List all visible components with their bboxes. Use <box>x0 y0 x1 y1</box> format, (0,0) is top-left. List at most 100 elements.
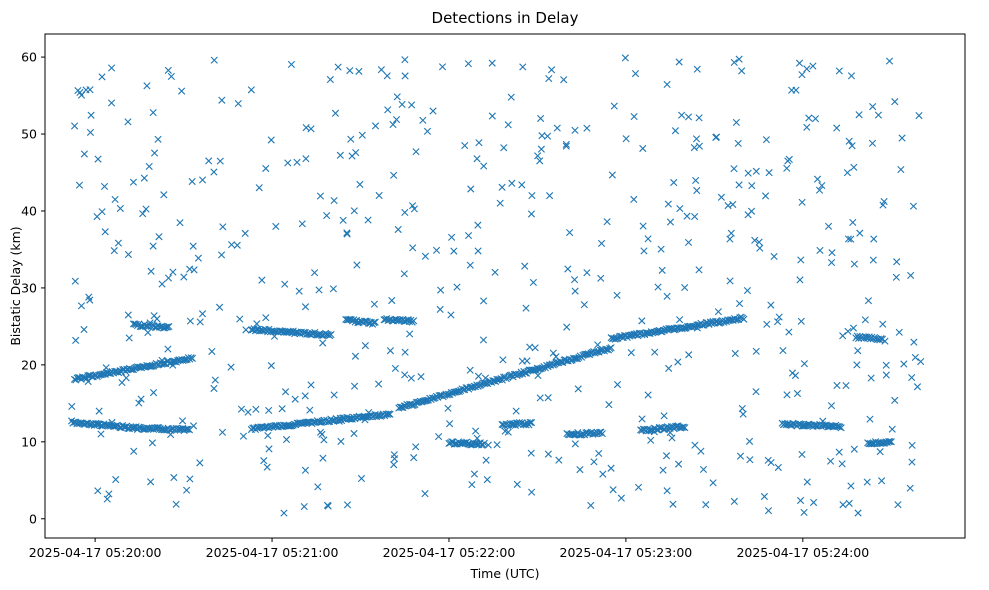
detection-point <box>888 425 896 433</box>
detection-point <box>528 191 536 200</box>
detection-point <box>331 109 340 117</box>
detection-point <box>671 127 680 135</box>
detection-point <box>186 265 194 273</box>
detection-point <box>227 241 236 249</box>
detection-point <box>908 374 916 382</box>
detection-point <box>293 158 301 166</box>
detection-point <box>264 431 272 440</box>
detection-point <box>438 63 447 71</box>
detection-point <box>798 71 806 79</box>
detection-point <box>676 204 684 213</box>
detection-point <box>513 480 521 488</box>
detection-point <box>233 241 241 249</box>
detection-point <box>370 318 378 327</box>
detection-point <box>122 374 130 382</box>
detection-point <box>137 395 145 403</box>
detection-point <box>178 417 187 425</box>
y-axis-label: Bistatic Delay (km) <box>8 226 23 345</box>
detection-point <box>570 276 579 284</box>
detection-point <box>738 404 746 413</box>
detection-point <box>234 99 242 108</box>
detection-point <box>150 149 159 157</box>
detection-point <box>99 370 107 378</box>
detection-point <box>915 112 923 120</box>
detection-point <box>638 415 646 423</box>
detection-point <box>394 225 402 234</box>
detection-point <box>112 475 120 484</box>
detection-point <box>499 356 507 364</box>
detection-point <box>375 191 383 200</box>
detection-point <box>683 212 691 220</box>
detection-point <box>343 229 351 237</box>
detection-point <box>599 470 607 478</box>
detection-point <box>357 474 366 483</box>
detection-point <box>129 423 138 431</box>
detection-point <box>800 508 808 517</box>
detection-point <box>660 412 668 420</box>
detection-point <box>574 385 582 393</box>
detection-point <box>147 478 155 486</box>
detection-point <box>538 132 546 140</box>
detection-point <box>853 361 861 369</box>
detection-point <box>734 139 742 148</box>
detection-point <box>730 165 738 173</box>
detection-point <box>798 198 806 206</box>
detection-point <box>392 115 401 124</box>
detection-point <box>910 338 918 346</box>
detection-point <box>466 261 474 269</box>
detection-point <box>143 82 151 90</box>
detection-point <box>481 379 489 388</box>
detection-point <box>385 410 393 418</box>
detection-point <box>84 372 92 380</box>
detection-point <box>227 363 235 371</box>
detection-point <box>738 67 746 75</box>
detection-point <box>292 328 300 336</box>
x-tick-label: 2025-04-17 05:21:00 <box>206 545 339 560</box>
detection-point <box>421 490 429 498</box>
detection-point <box>863 478 871 486</box>
detection-point <box>74 86 82 95</box>
detection-point <box>794 420 802 428</box>
detection-point <box>474 247 482 255</box>
x-tick-label: 2025-04-17 05:24:00 <box>736 545 869 560</box>
detection-point <box>453 283 461 291</box>
detection-point <box>670 178 678 187</box>
detection-point <box>693 321 701 329</box>
detection-point <box>467 185 475 193</box>
detection-point <box>775 313 783 321</box>
detection-point <box>114 239 122 247</box>
detection-point <box>310 269 319 277</box>
detection-point <box>815 186 824 194</box>
detection-point <box>145 162 153 171</box>
detection-point <box>607 344 615 352</box>
detection-point <box>795 59 804 67</box>
detection-point <box>613 291 621 299</box>
detection-point <box>608 171 616 179</box>
y-axis: 0 10 20 30 40 50 60 <box>21 50 45 526</box>
detection-point <box>849 218 857 227</box>
detection-point <box>659 466 667 474</box>
detection-point <box>651 348 659 356</box>
detection-point <box>265 445 273 453</box>
detection-point <box>360 317 369 325</box>
detection-point <box>735 299 744 308</box>
detection-point <box>877 335 885 343</box>
detection-point <box>765 169 773 177</box>
detection-point <box>278 405 286 413</box>
detection-point <box>874 111 882 119</box>
detection-point <box>371 122 380 130</box>
detection-point <box>685 351 693 359</box>
detection-point <box>643 329 651 337</box>
y-tick-label: 20 <box>21 357 37 372</box>
detection-point <box>571 126 579 134</box>
detection-point <box>760 492 769 501</box>
detection-point <box>390 171 398 179</box>
detection-point <box>528 488 536 496</box>
detection-point <box>93 420 101 428</box>
detection-point <box>518 357 526 365</box>
detection-point <box>800 360 808 368</box>
detection-point <box>196 459 204 467</box>
detection-point <box>692 176 700 185</box>
detection-point <box>474 372 483 380</box>
detection-point <box>504 121 512 129</box>
